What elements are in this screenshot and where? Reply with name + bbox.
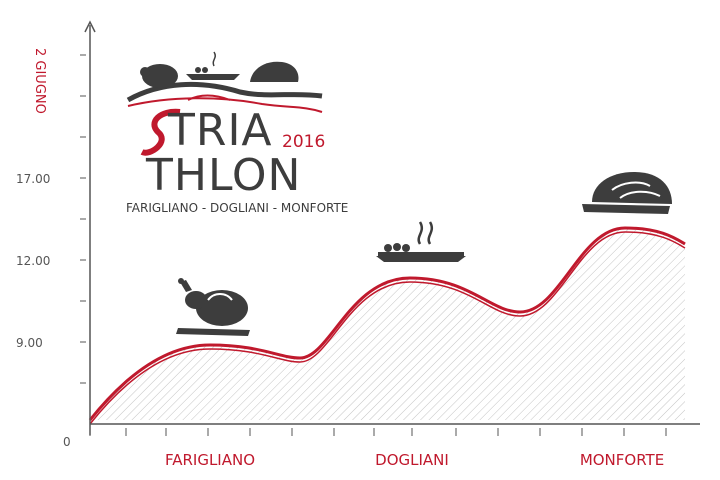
y-axis [80,20,96,435]
event-logo: TRIA 2016 THLON FARIGLIANO - DOGLIANI - … [126,51,348,215]
y-tick-label-0: 0 [63,435,71,449]
y-tick-label-9: 9.00 [16,336,43,350]
logo-subtitle: FARIGLIANO - DOGLIANI - MONFORTE [126,201,348,215]
x-axis [89,423,700,436]
elevation-line-inner [89,231,686,425]
elevation-area [90,228,685,420]
y-tick-label-17: 17.00 [16,172,50,186]
date-label: 2 GIUGNO [32,48,47,114]
elevation-line [88,226,686,421]
logo-title-line2: THLON [145,150,301,201]
x-label-monforte: MONFORTE [580,451,664,469]
logo-title-line1: TRIA [167,105,273,156]
roast-chicken-icon [176,278,250,336]
x-label-farigliano: FARIGLIANO [165,451,255,469]
y-tick-label-12: 12.00 [16,254,50,268]
steaming-dish-icon [376,221,466,262]
roast-meat-icon [582,172,672,214]
logo-year: 2016 [282,132,325,152]
x-label-dogliani: DOGLIANI [375,451,449,469]
